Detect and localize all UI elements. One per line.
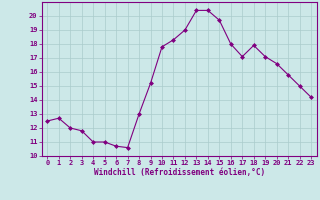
X-axis label: Windchill (Refroidissement éolien,°C): Windchill (Refroidissement éolien,°C) — [94, 168, 265, 177]
